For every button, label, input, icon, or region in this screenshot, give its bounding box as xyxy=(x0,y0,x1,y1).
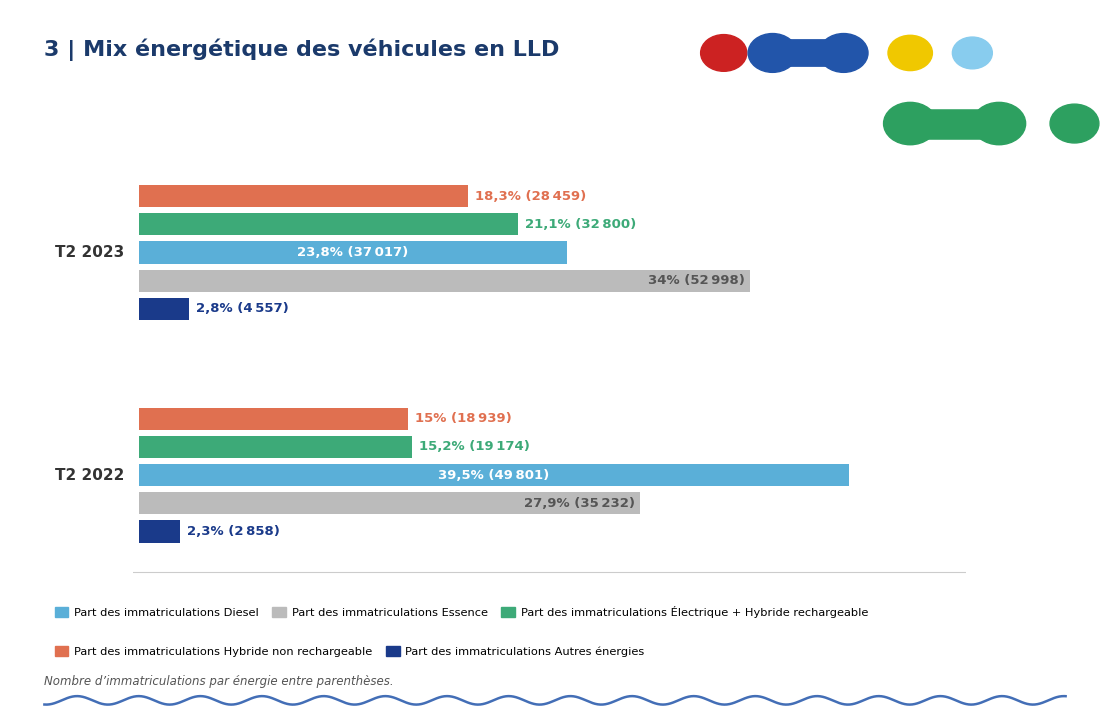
Circle shape xyxy=(952,37,992,69)
Text: 23,8% (37 017): 23,8% (37 017) xyxy=(297,246,408,259)
Circle shape xyxy=(700,35,747,71)
Bar xyxy=(139,270,750,292)
Bar xyxy=(139,213,518,235)
Legend: Part des immatriculations Hybride non rechargeable, Part des immatriculations Au: Part des immatriculations Hybride non re… xyxy=(50,641,649,662)
Text: 3 | Mix énergétique des véhicules en LLD: 3 | Mix énergétique des véhicules en LLD xyxy=(44,39,559,61)
Text: 39,5% (49 801): 39,5% (49 801) xyxy=(438,469,549,481)
Circle shape xyxy=(884,102,937,145)
Bar xyxy=(139,185,467,208)
Bar xyxy=(139,492,640,515)
Bar xyxy=(139,436,412,458)
Legend: Part des immatriculations Diesel, Part des immatriculations Essence, Part des im: Part des immatriculations Diesel, Part d… xyxy=(50,602,872,623)
Circle shape xyxy=(1050,104,1099,143)
Circle shape xyxy=(888,35,932,71)
Text: 2,8% (4 557): 2,8% (4 557) xyxy=(196,302,289,316)
Text: T2 2022: T2 2022 xyxy=(54,467,124,483)
Bar xyxy=(139,407,408,430)
Circle shape xyxy=(972,102,1026,145)
Bar xyxy=(139,464,849,486)
Bar xyxy=(139,298,189,320)
Text: 27,9% (35 232): 27,9% (35 232) xyxy=(524,497,635,510)
Text: Nombre d’immatriculations par énergie entre parenthèses.: Nombre d’immatriculations par énergie en… xyxy=(44,676,394,688)
Circle shape xyxy=(748,34,797,72)
Text: 15% (18 939): 15% (18 939) xyxy=(415,412,512,425)
Text: 2,3% (2 858): 2,3% (2 858) xyxy=(188,525,280,538)
Text: 15,2% (19 174): 15,2% (19 174) xyxy=(420,441,529,453)
Bar xyxy=(139,520,180,543)
Text: 21,1% (32 800): 21,1% (32 800) xyxy=(525,217,636,231)
Text: 34% (52 998): 34% (52 998) xyxy=(647,274,745,287)
Circle shape xyxy=(819,34,868,72)
Bar xyxy=(139,241,566,263)
Text: 18,3% (28 459): 18,3% (28 459) xyxy=(475,190,586,203)
Text: T2 2023: T2 2023 xyxy=(56,245,124,260)
